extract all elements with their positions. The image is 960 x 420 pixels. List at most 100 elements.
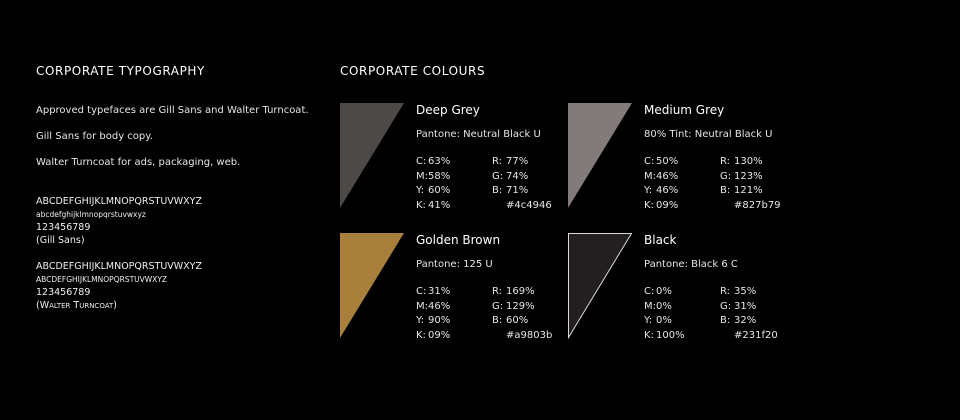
swatch-value-row: C: 0% R: 35% (644, 285, 778, 300)
swatch-triangle-shape (340, 103, 404, 208)
swatch-value: 41% (428, 199, 451, 211)
swatch-value: 31% (428, 286, 451, 297)
swatch-value: 169% (506, 286, 535, 297)
swatch-value-row: K: 41% #4c4946 (416, 199, 552, 214)
swatch-name: Deep Grey (416, 103, 480, 117)
swatch-value-row: C: 31% R: 169% (416, 285, 552, 300)
swatch-value-label (720, 329, 734, 344)
swatch-value: 35% (734, 286, 757, 297)
swatch-value-label: M: (644, 300, 656, 312)
ads-note: Walter Turncoat for ads, packaging, web. (36, 157, 241, 168)
swatch-name: Black (644, 233, 677, 247)
swatch-value-label: Y: (416, 185, 425, 196)
swatch-triangle (568, 103, 632, 208)
swatch-value-row: M: 0% G: 31% (644, 300, 778, 315)
swatch-value: 77% (506, 156, 529, 167)
swatch-value-label: M: (416, 300, 428, 312)
swatch-pantone: Pantone: Black 6 C (644, 259, 738, 270)
swatch-value: 90% (428, 315, 451, 326)
swatch-values: C: 0% R: 35% M: 0% G: 31% Y: 0% B: 32% K: 100% #231f20 (644, 285, 778, 343)
swatch-value: 46% (656, 170, 679, 182)
swatch-value-label: K: (644, 329, 654, 341)
swatch-value: 74% (506, 170, 529, 182)
swatch-value-label: M: (416, 170, 428, 182)
swatch-name: Golden Brown (416, 233, 501, 247)
swatch-value-row: M: 58% G: 74% (416, 170, 552, 185)
swatch-value-label: R: (492, 156, 503, 167)
gill-uppercase: ABCDEFGHIJKLMNOPQRSTUVWXYZ (36, 196, 202, 207)
swatch-value-label: K: (644, 199, 654, 211)
swatch-triangle (568, 233, 633, 339)
swatch-value-label: R: (720, 156, 731, 167)
swatch-value: 129% (506, 300, 535, 312)
swatch-value-row: Y: 60% B: 71% (416, 184, 552, 199)
swatch-value: 32% (734, 315, 757, 326)
swatch-name: Medium Grey (644, 103, 725, 117)
swatch-value-row: Y: 90% B: 60% (416, 314, 552, 329)
swatch-triangle (340, 103, 404, 208)
swatch-value-row: C: 50% R: 130% (644, 155, 781, 170)
swatch-value-label: C: (644, 156, 655, 167)
swatch-value-label: C: (416, 286, 427, 297)
swatch-value: 31% (734, 300, 757, 312)
swatch-values: C: 63% R: 77% M: 58% G: 74% Y: 60% B: 71% K: 41% #4c49… (416, 155, 552, 213)
swatch-value-label (720, 199, 734, 214)
swatch-value: #231f20 (734, 329, 778, 341)
swatch-black: Black Pantone: Black 6 C C: 0% R: 35% M: 0% G: 31… (568, 233, 828, 343)
swatch-value: #827b79 (734, 199, 781, 211)
swatch-triangle-shape (340, 233, 404, 338)
swatch-value-row: K: 100% #231f20 (644, 329, 778, 344)
swatch-value: 60% (506, 315, 529, 326)
swatch-value: 121% (734, 185, 763, 196)
swatch-value-label: Y: (644, 185, 653, 196)
gill-lowercase: abcdefghijklmnopqrstuvwxyz (36, 210, 146, 219)
swatch-value-label: B: (492, 185, 503, 196)
swatch-value: 46% (656, 185, 679, 196)
swatch-value: 63% (428, 156, 451, 167)
swatch-value-label: C: (416, 156, 427, 167)
swatch-value: 130% (734, 156, 763, 167)
swatch-value-label: G: (492, 170, 504, 182)
swatch-value: 0% (656, 315, 672, 326)
swatch-value-label: M: (644, 170, 656, 182)
swatch-value: 60% (428, 185, 451, 196)
colours-heading: CORPORATE COLOURS (340, 64, 486, 78)
walter-digits: 123456789 (36, 287, 91, 298)
body-copy-note: Gill Sans for body copy. (36, 131, 153, 142)
swatch-value: 09% (428, 329, 451, 341)
walter-uppercase: ABCDEFGHIJKLMNOPQRSTUVWXYZ (36, 261, 202, 272)
swatch-value-row: C: 63% R: 77% (416, 155, 552, 170)
swatch-value-label: K: (416, 329, 426, 341)
swatch-values: C: 31% R: 169% M: 46% G: 129% Y: 90% B: 60% K: 09% #a9… (416, 285, 552, 343)
swatch-value: 50% (656, 156, 679, 167)
swatch-value: 58% (428, 170, 451, 182)
walter-turncoat-specimen: ABCDEFGHIJKLMNOPQRSTUVWXYZ abcdefghijklm… (36, 260, 202, 312)
gill-sans-specimen: ABCDEFGHIJKLMNOPQRSTUVWXYZ abcdefghijklm… (36, 195, 202, 247)
swatch-value-label: C: (644, 286, 655, 297)
gill-digits: 123456789 (36, 222, 91, 233)
swatch-value: #4c4946 (506, 199, 552, 211)
swatch-value: 46% (428, 300, 451, 312)
swatch-value-row: Y: 46% B: 121% (644, 184, 781, 199)
swatch-value: 0% (656, 300, 672, 312)
swatch-value-label: G: (492, 300, 504, 312)
swatch-value-label: B: (720, 315, 731, 326)
swatch-value-label: Y: (644, 315, 653, 326)
swatch-deep-grey: Deep Grey Pantone: Neutral Black U C: 63% R:… (340, 103, 600, 213)
swatch-value-label: R: (720, 286, 731, 297)
swatch-value: 71% (506, 185, 529, 196)
swatch-pantone: 80% Tint: Neutral Black U (644, 129, 773, 140)
swatch-medium-grey: Medium Grey 80% Tint: Neutral Black U C: 50… (568, 103, 828, 213)
swatch-value-label (492, 199, 506, 214)
walter-lowercase: abcdefghijklmnopqrstuvwxyz (36, 275, 168, 284)
swatch-value-label: R: (492, 286, 503, 297)
swatch-value: #a9803b (506, 329, 553, 341)
swatch-value: 0% (656, 286, 672, 297)
swatch-value-row: M: 46% G: 129% (416, 300, 552, 315)
swatch-triangle-shape (568, 103, 632, 208)
gill-name: (Gill Sans) (36, 235, 85, 246)
swatch-triangle (340, 233, 404, 338)
swatch-value: 09% (656, 199, 679, 211)
swatch-golden-brown: Golden Brown Pantone: 125 U C: 31% R: 169% M: 4… (340, 233, 600, 343)
swatch-value: 100% (656, 329, 685, 341)
